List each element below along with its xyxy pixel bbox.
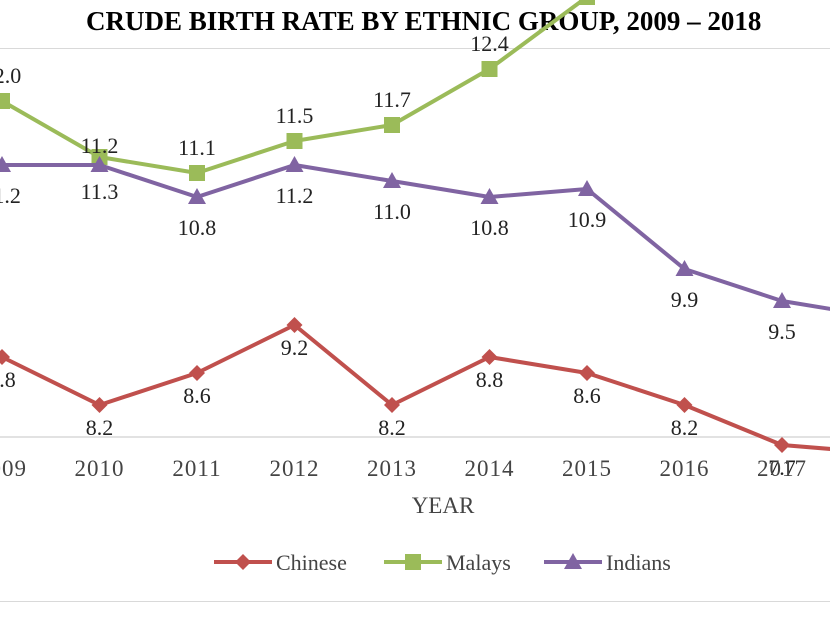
x-tick-label: 2014: [465, 456, 515, 481]
indians-data-label: 9.9: [671, 287, 699, 312]
malays-point: [286, 133, 303, 149]
legend-label: Malays: [446, 550, 511, 575]
chinese-point: [676, 397, 693, 413]
bottom-border: [0, 601, 830, 602]
malays-data-label: 12.4: [470, 31, 509, 56]
indians-point: [188, 188, 206, 204]
indians-point: [0, 156, 11, 172]
chinese-data-label: 7.7: [768, 455, 796, 480]
malays-point: [481, 61, 498, 77]
chinese-point: [384, 397, 400, 413]
legend-item-indians: Indians: [544, 550, 671, 575]
indians-point: [773, 292, 791, 308]
x-tick-label: 2011: [172, 456, 221, 481]
chinese-data-label: 8.2: [86, 415, 114, 440]
chinese-data-label: 8.8: [0, 367, 16, 392]
x-tick-label: 2012: [270, 456, 320, 481]
malays-data-label: 11.5: [276, 103, 314, 128]
x-axis-title: YEAR: [412, 493, 475, 518]
x-tick-label: 2017: [757, 456, 807, 481]
malays-point: [189, 165, 205, 181]
malays-point: [384, 117, 400, 133]
malays-series-line: [1, 0, 587, 175]
chinese-data-label: 8.2: [671, 415, 699, 440]
series-chinese: 8.8 8.2 8.6 9.2 8.2 8.8 8.6 8.2 7.7: [0, 317, 830, 480]
chinese-data-label: 8.6: [183, 383, 211, 408]
x-tick-label: 2010: [75, 456, 125, 481]
indians-data-label: 11.0: [373, 199, 411, 224]
chinese-point: [189, 365, 205, 381]
indians-point: [383, 172, 401, 188]
chinese-point: [774, 437, 790, 453]
legend-item-chinese: Chinese: [214, 550, 347, 575]
chinese-point: [579, 365, 595, 381]
malays-data-label: 11.1: [178, 135, 216, 160]
chart-title: CRUDE BIRTH RATE BY ETHNIC GROUP, 2009 –…: [86, 6, 762, 36]
indians-point: [578, 180, 596, 196]
indians-data-label: 10.8: [470, 215, 509, 240]
indians-point: [90, 156, 109, 172]
malays-data-label: 11.7: [373, 87, 411, 112]
indians-data-label: 11.2: [81, 133, 119, 158]
chinese-data-label: 8.2: [378, 415, 406, 440]
chinese-point: [481, 349, 498, 365]
chinese-point: [91, 397, 108, 413]
chinese-data-label: 8.6: [573, 383, 601, 408]
indians-data-label: 10.8: [178, 215, 217, 240]
series-indians: 11.2 11.2 10.8 11.2 11.0 10.8 10.9 9.9 9.5: [0, 133, 830, 344]
x-tick-label: 2009: [0, 456, 27, 481]
chinese-point: [286, 317, 303, 333]
indians-point: [480, 188, 499, 204]
indians-data-label: 11.2: [276, 183, 314, 208]
chinese-point: [0, 349, 10, 365]
malays-data-label: 11.3: [81, 179, 119, 204]
legend-marker: [405, 554, 421, 570]
indians-data-label: 11.2: [0, 183, 21, 208]
chinese-data-label: 9.2: [281, 335, 309, 360]
malays-point: [579, 0, 595, 5]
series-malays: 12.011.311.111.511.712.413.313.513.7: [0, 0, 595, 204]
top-border: [0, 48, 830, 49]
indians-point: [285, 156, 304, 172]
indians-point: [675, 260, 694, 276]
x-tick-label: 2013: [367, 456, 417, 481]
chinese-data-label: 8.8: [476, 367, 504, 392]
indians-data-label: 10.9: [568, 207, 607, 232]
indians-data-label: 9.5: [768, 319, 796, 344]
legend-marker: [235, 554, 251, 570]
legend-marker: [564, 553, 582, 569]
legend-label: Indians: [606, 550, 671, 575]
legend-label: Chinese: [276, 550, 347, 575]
legend-item-malays: Malays: [384, 550, 511, 575]
malays-point: [0, 93, 10, 109]
x-tick-label: 2015: [562, 456, 612, 481]
indians-series-line: [2, 163, 830, 311]
x-tick-label: 2016: [660, 456, 710, 481]
chinese-series-line: [1, 323, 830, 451]
malays-data-label: 12.0: [0, 63, 21, 88]
